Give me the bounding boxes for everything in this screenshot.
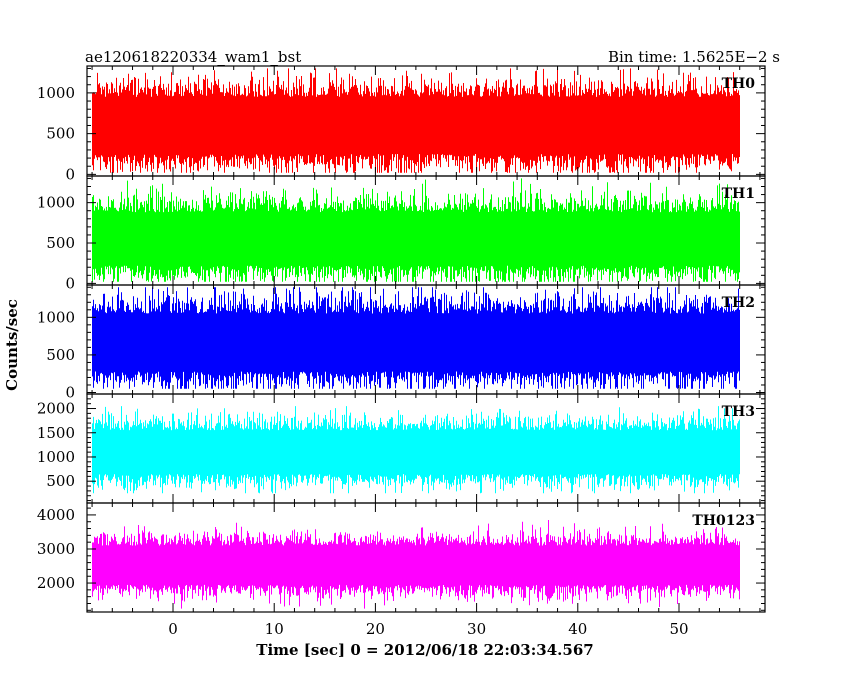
axis-ticks-th3 — [87, 393, 765, 503]
axis-ticks-th1 — [87, 176, 765, 285]
axis-ticks-th2 — [87, 285, 765, 394]
panel-label-th3: TH3 — [722, 404, 755, 420]
panel-label-th0: TH0 — [722, 76, 756, 92]
x-axis-label: Time [sec] 0 = 2012/06/18 22:03:34.567 — [256, 641, 593, 659]
y-tick-label-th0123-0: 2000 — [37, 574, 75, 592]
y-tick-label-th3-1: 1000 — [37, 448, 75, 466]
panel-th3: 500 1000 1500 2000 TH3 — [37, 393, 766, 504]
chart-title-left: ae120618220334_wam1_bst — [85, 48, 301, 66]
series-th0 — [92, 68, 740, 173]
series-th1 — [92, 178, 740, 282]
x-tick-label-4: 40 — [568, 620, 587, 638]
x-tick-label-3: 30 — [467, 620, 486, 638]
panel-th1: 0 500 1000 TH1 — [37, 175, 766, 292]
y-tick-label-th1-2: 1000 — [37, 194, 75, 212]
y-tick-label-th1-1: 500 — [46, 234, 75, 252]
panel-th2: 0 500 1000 TH2 — [37, 284, 766, 401]
y-tick-label-th0123-2: 4000 — [37, 506, 75, 524]
y-tick-label-th0-1: 500 — [46, 125, 75, 143]
y-tick-label-th3-2: 1500 — [37, 424, 75, 442]
y-axis-label: Counts/sec — [3, 299, 21, 391]
y-tick-label-th0-0: 0 — [65, 165, 75, 183]
x-tick-label-0: 0 — [168, 620, 178, 638]
y-tick-label-th2-0: 0 — [65, 383, 75, 401]
x-tick-label-2: 20 — [366, 620, 385, 638]
panel-th0123: 2000 3000 4000 TH0123 — [37, 502, 766, 613]
y-tick-label-th0-2: 1000 — [37, 84, 75, 102]
y-tick-label-th1-0: 0 — [65, 274, 75, 292]
panel-frame-th0123 — [86, 502, 766, 613]
chart-title-right: Bin time: 1.5625E−2 s — [608, 48, 780, 66]
series-th2 — [92, 287, 740, 389]
panel-th0: 0 500 1000 TH0 — [37, 65, 766, 183]
axis-ticks-th0123 — [87, 503, 765, 612]
y-tick-label-th2-2: 1000 — [37, 308, 75, 326]
axis-ticks-th0 — [87, 66, 765, 176]
panel-label-th2: TH2 — [722, 295, 755, 311]
y-tick-label-th2-1: 500 — [46, 346, 75, 364]
panel-label-th0123: TH0123 — [692, 513, 755, 529]
series-th0123 — [92, 520, 740, 609]
y-tick-label-th0123-1: 3000 — [37, 540, 75, 558]
y-tick-label-th3-3: 2000 — [37, 400, 75, 418]
x-tick-label-5: 50 — [669, 620, 688, 638]
series-th3 — [92, 406, 740, 494]
y-tick-label-th3-0: 500 — [46, 472, 75, 490]
x-tick-label-1: 10 — [265, 620, 284, 638]
panel-label-th1: TH1 — [722, 186, 755, 202]
